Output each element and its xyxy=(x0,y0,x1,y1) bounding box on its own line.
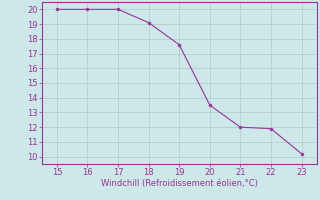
X-axis label: Windchill (Refroidissement éolien,°C): Windchill (Refroidissement éolien,°C) xyxy=(101,179,258,188)
